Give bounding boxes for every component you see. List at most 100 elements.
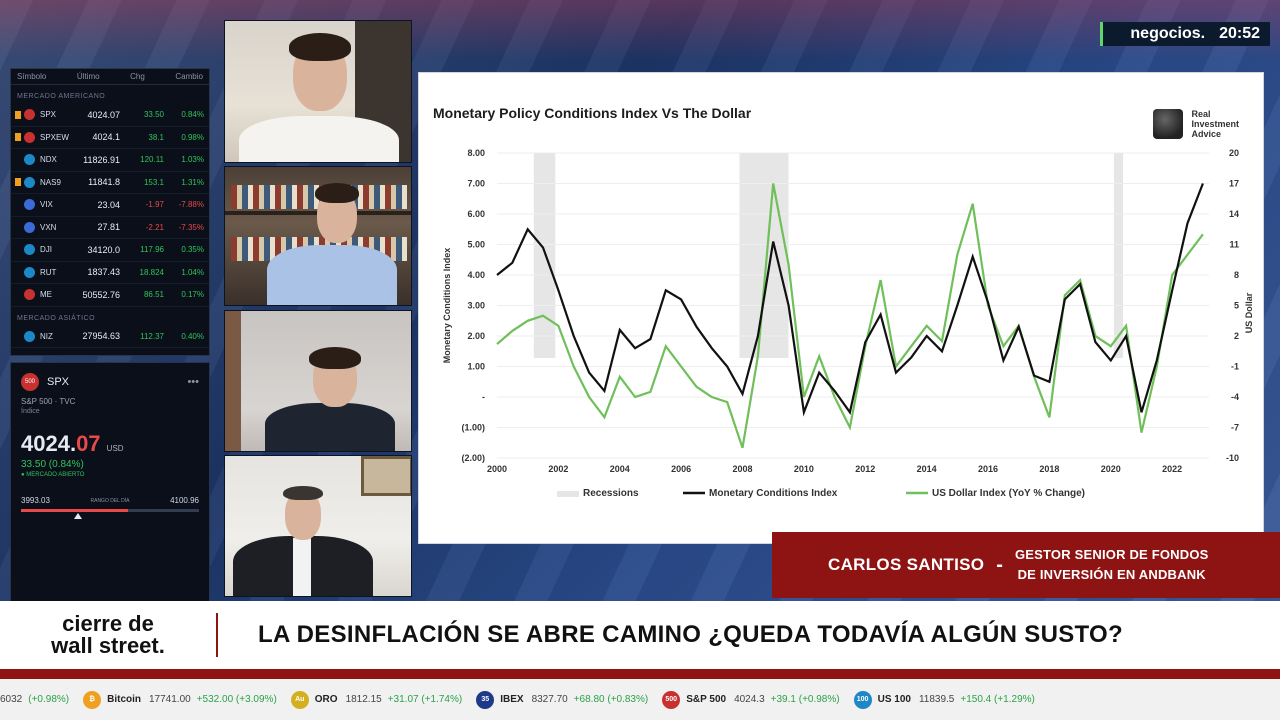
x-tick-label: 2010 <box>794 464 814 474</box>
eagle-logo-icon <box>1153 109 1184 139</box>
col-change: Cambio <box>175 72 203 81</box>
ticker-last: 34120.0 <box>87 244 120 255</box>
flag-icon <box>24 109 35 121</box>
ticker-row[interactable]: SPX 4024.07 33.50 0.84% <box>11 104 209 127</box>
shirt <box>239 116 399 162</box>
ticker-row[interactable]: SPXEW 4024.1 38.1 0.98% <box>11 127 209 149</box>
ticker-row[interactable]: NDX 11826.91 120.11 1.03% <box>11 149 209 172</box>
ticker-row[interactable]: VIX 23.04 -1.97 -7.88% <box>11 194 209 217</box>
y-axis-title: Monetary Conditions Index <box>442 248 452 364</box>
lower-third: CARLOS SANTISO - GESTOR SENIOR DE FONDOS… <box>772 532 1280 598</box>
range-fill <box>21 509 128 512</box>
bottom-ticker: 6032 (+0.98%) ₿ Bitcoin 17741.00 +532.00 (+3.… <box>0 679 1280 720</box>
flag-icon <box>24 221 35 233</box>
x-tick-label: 2014 <box>917 464 937 474</box>
range-high: 4100.96 <box>170 496 199 505</box>
y2-tick-label: 2 <box>1234 331 1239 341</box>
ticker-change: 86.51 <box>143 290 164 300</box>
logo-text: Real Investment Advice <box>1191 109 1239 139</box>
recession-band <box>533 153 556 358</box>
quote-change: 33.50 (0.84%) <box>21 459 84 470</box>
flag-icon <box>24 330 35 342</box>
ticker-change: 33.50 <box>143 110 164 120</box>
asset-icon: 35 <box>476 690 495 709</box>
y-tick-label: 1.00 <box>467 362 485 372</box>
video-participant-4 <box>224 455 412 597</box>
ticker-item: ₿ Bitcoin 17741.00 +532.00 (+3.09%) <box>83 690 277 709</box>
ticker-symbol: VXN <box>40 222 57 232</box>
quote-price: 4024.07 USD <box>11 417 209 457</box>
x-tick-label: 2000 <box>487 464 507 474</box>
quote-panel: 500 SPX ••• S&P 500 · TVC Índice 4024.07… <box>10 362 210 602</box>
y-tick-label: 8.00 <box>467 148 485 158</box>
flag-icon <box>24 154 35 166</box>
asset-change: +39.1 (+0.98%) <box>770 694 840 705</box>
legend-swatch-recessions <box>557 491 579 497</box>
asset-value: 1812.15 <box>345 694 382 705</box>
ticker-change: 153.1 <box>143 177 164 187</box>
flag-icon <box>24 289 35 301</box>
price-currency: USD <box>106 444 124 453</box>
clock: 20:52 <box>1219 25 1260 42</box>
y2-tick-label: 8 <box>1234 270 1239 280</box>
market-status: ● MERCADO ABIERTO <box>21 472 85 478</box>
asset-name: IBEX <box>500 694 524 705</box>
asset-icon: ₿ <box>83 690 102 709</box>
role-line-2: DE INVERSIÓN EN ANDBANK <box>1017 567 1206 582</box>
y2-tick-label: -7 <box>1231 423 1239 433</box>
channel-brand: negocios. 20:52 <box>1100 22 1270 46</box>
range-cursor-icon <box>74 513 83 519</box>
x-tick-label: 2002 <box>548 464 568 474</box>
hair <box>283 486 323 500</box>
chart-logo: Real Investment Advice <box>1153 109 1239 139</box>
ticker-row[interactable]: VXN 27.81 -2.21 -7.35% <box>11 217 209 239</box>
y2-axis-title: US Dollar <box>1244 292 1254 333</box>
y2-tick-label: 5 <box>1234 301 1239 311</box>
hair <box>309 347 361 369</box>
range-low: 3993.03 <box>21 496 50 505</box>
flag-icon <box>24 199 35 211</box>
series-line-mci <box>496 183 1204 417</box>
x-tick-label: 2008 <box>733 464 753 474</box>
ticker-change: 38.1 <box>148 132 164 142</box>
price-decimal: 07 <box>76 431 101 456</box>
ticker-symbol: VIX <box>40 200 53 210</box>
section-us: MERCADO AMERICANO <box>17 93 106 100</box>
asset-name: Bitcoin <box>107 694 141 705</box>
ticker-symbol: NDX <box>40 155 57 165</box>
y2-tick-label: 14 <box>1229 209 1239 219</box>
ticker-row[interactable]: ME 50552.76 86.51 0.17% <box>11 284 209 307</box>
ticker-symbol: SPXEW <box>40 132 69 142</box>
y-tick-label: 2.00 <box>467 331 485 341</box>
x-tick-label: 2020 <box>1101 464 1121 474</box>
watch-marker <box>15 110 21 119</box>
col-chg: Chg <box>130 72 145 81</box>
ticker-row[interactable]: DJI 34120.0 117.96 0.35% <box>11 239 209 262</box>
ticker-change: 120.11 <box>140 155 164 165</box>
ticker-percent: 1.04% <box>181 267 204 277</box>
quote-symbol: SPX <box>47 376 70 388</box>
ticker-row[interactable]: RUT 1837.43 18.824 1.04% <box>11 262 209 284</box>
asset-name: US 100 <box>877 694 911 705</box>
ticker-table: Símbolo Último Chg Cambio MERCADO AMERIC… <box>10 68 210 356</box>
y-tick-label: 4.00 <box>467 270 485 280</box>
watch-marker <box>15 246 21 254</box>
sweater <box>265 403 395 451</box>
ticker-rows-asia: NIZ 27954.63 112.37 0.40% <box>11 326 209 348</box>
hair <box>289 33 351 61</box>
ticker-last: 23.04 <box>97 199 120 210</box>
ticker-last: 4024.07 <box>87 109 120 120</box>
watch-marker <box>15 156 21 164</box>
range-bar <box>21 509 199 519</box>
ticker-percent: 1.31% <box>181 177 204 187</box>
ticker-percent: -7.88% <box>178 200 204 210</box>
y2-tick-label: 17 <box>1229 179 1239 189</box>
ticker-row[interactable]: NAS9 11841.8 153.1 1.31% <box>11 172 209 194</box>
ticker-change: 18.824 <box>139 267 164 277</box>
ticker-symbol: NIZ <box>40 331 53 341</box>
x-tick-label: 2022 <box>1162 464 1182 474</box>
name-separator: - <box>996 553 1003 576</box>
ticker-row[interactable]: NIZ 27954.63 112.37 0.40% <box>11 326 209 348</box>
legend-label-mci: Monetary Conditions Index <box>709 488 838 499</box>
recession-band <box>739 153 789 358</box>
